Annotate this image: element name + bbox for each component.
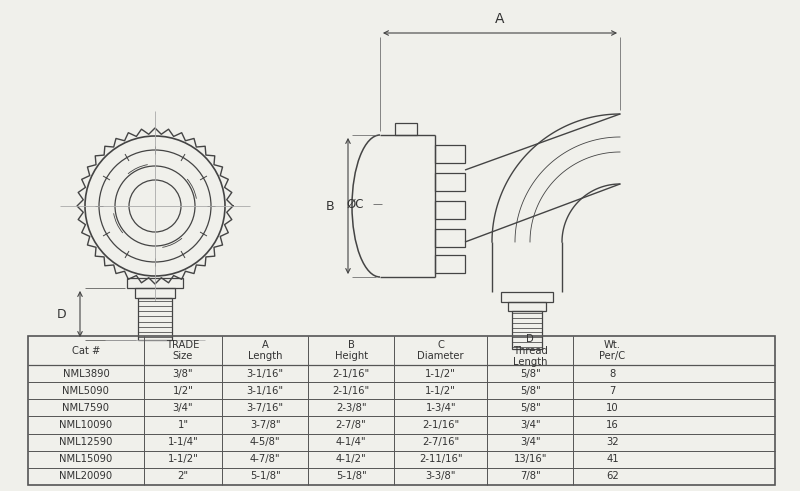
Bar (435, 201, 465, 219)
Text: NML3890: NML3890 (62, 369, 110, 379)
Text: 3-3/8": 3-3/8" (426, 471, 456, 482)
Bar (138, 298, 172, 340)
Text: 4-1/2": 4-1/2" (336, 454, 366, 464)
Text: 7/8": 7/8" (520, 471, 541, 482)
Text: B
Height: B Height (334, 340, 368, 361)
Bar (508, 302, 546, 311)
Bar (394, 123, 417, 135)
Text: 1-1/4": 1-1/4" (168, 437, 198, 447)
Text: 62: 62 (606, 471, 619, 482)
Text: 3/4": 3/4" (520, 437, 541, 447)
Text: 5/8": 5/8" (520, 369, 541, 379)
Bar (501, 292, 553, 302)
Bar (435, 255, 465, 273)
Text: Cat #: Cat # (72, 346, 100, 355)
Bar (512, 311, 542, 349)
Text: 2": 2" (178, 471, 189, 482)
Bar (435, 145, 465, 163)
Text: NML20090: NML20090 (59, 471, 113, 482)
Text: NML5090: NML5090 (62, 386, 110, 396)
Text: 32: 32 (606, 437, 619, 447)
Text: TRADE
Size: TRADE Size (166, 340, 200, 361)
Text: 3/4": 3/4" (173, 403, 194, 413)
Text: 5/8": 5/8" (520, 386, 541, 396)
Text: 4-7/8": 4-7/8" (250, 454, 281, 464)
Text: NML15090: NML15090 (59, 454, 113, 464)
Text: 5-1/8": 5-1/8" (336, 471, 366, 482)
Text: NML7590: NML7590 (62, 403, 110, 413)
Text: 2-1/16": 2-1/16" (333, 386, 370, 396)
Text: 2-1/16": 2-1/16" (333, 369, 370, 379)
Text: Wt.
Per/C: Wt. Per/C (599, 340, 626, 361)
Text: C
Diameter: C Diameter (418, 340, 464, 361)
Text: B: B (326, 199, 334, 213)
Text: NML10090: NML10090 (59, 420, 113, 430)
Bar (127, 278, 182, 288)
Text: 3-7/16": 3-7/16" (246, 403, 284, 413)
Text: D
Thread
Length: D Thread Length (513, 334, 548, 367)
Text: 1": 1" (178, 420, 189, 430)
Text: 2-11/16": 2-11/16" (419, 454, 462, 464)
Bar (135, 288, 175, 298)
Text: 1/2": 1/2" (173, 386, 194, 396)
Text: 1-1/2": 1-1/2" (167, 454, 198, 464)
Text: 5/8": 5/8" (520, 403, 541, 413)
Text: 3-1/16": 3-1/16" (246, 386, 284, 396)
Text: 7: 7 (610, 386, 616, 396)
Text: 3/8": 3/8" (173, 369, 194, 379)
Text: 2-1/16": 2-1/16" (422, 420, 459, 430)
Text: 13/16": 13/16" (514, 454, 547, 464)
Text: NML12590: NML12590 (59, 437, 113, 447)
Text: D: D (57, 307, 67, 321)
Bar (28, 336, 775, 485)
Text: 4-1/4": 4-1/4" (336, 437, 366, 447)
Text: 2-7/8": 2-7/8" (336, 420, 366, 430)
Text: 16: 16 (606, 420, 619, 430)
Text: 1-1/2": 1-1/2" (426, 369, 456, 379)
Text: 3-1/16": 3-1/16" (246, 369, 284, 379)
Text: 5-1/8": 5-1/8" (250, 471, 281, 482)
Bar (435, 173, 465, 191)
Text: A
Length: A Length (248, 340, 282, 361)
Text: 4-5/8": 4-5/8" (250, 437, 281, 447)
Text: 2-7/16": 2-7/16" (422, 437, 459, 447)
Bar (435, 229, 465, 247)
Text: ØC: ØC (346, 197, 364, 211)
Text: 8: 8 (610, 369, 616, 379)
Text: 2-3/8": 2-3/8" (336, 403, 366, 413)
Text: 1-3/4": 1-3/4" (426, 403, 456, 413)
Text: 3-7/8": 3-7/8" (250, 420, 281, 430)
Text: 1-1/2": 1-1/2" (426, 386, 456, 396)
Text: 3/4": 3/4" (520, 420, 541, 430)
Text: A: A (495, 12, 505, 26)
Text: 41: 41 (606, 454, 619, 464)
Text: 10: 10 (606, 403, 619, 413)
